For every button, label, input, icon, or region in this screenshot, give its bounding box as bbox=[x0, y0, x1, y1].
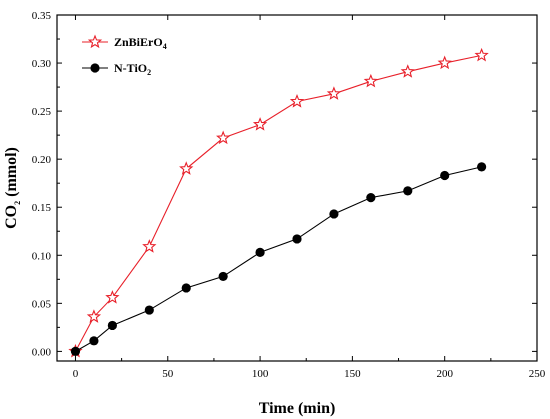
x-ticks: 0 50 100 150 200 250 bbox=[73, 15, 546, 380]
data-point bbox=[105, 290, 120, 304]
data-point bbox=[329, 209, 339, 219]
x-tick-label: 250 bbox=[529, 368, 546, 380]
data-point bbox=[477, 162, 487, 172]
data-point bbox=[179, 161, 194, 175]
data-point bbox=[181, 283, 191, 293]
y-tick-label: 0.15 bbox=[32, 202, 52, 214]
y-tick-label: 0.20 bbox=[32, 154, 52, 166]
series-line bbox=[74, 54, 482, 352]
series-1 bbox=[68, 47, 489, 358]
data-point bbox=[292, 234, 302, 244]
y-axis-title: CO2 (mmol) bbox=[3, 147, 22, 229]
x-tick-label: 150 bbox=[344, 368, 361, 380]
data-point bbox=[70, 346, 81, 356]
data-point bbox=[437, 55, 452, 70]
data-point bbox=[142, 239, 157, 253]
x-tick-label: 100 bbox=[252, 368, 269, 380]
legend-label-main: N-TiO bbox=[114, 61, 147, 75]
data-point bbox=[255, 247, 265, 257]
plot-frame bbox=[56, 14, 538, 362]
data-point bbox=[252, 117, 268, 131]
data-point bbox=[403, 186, 413, 196]
legend: ZnBiErO4 N-TiO2 bbox=[82, 34, 167, 77]
x-axis-title: Time (min) bbox=[259, 400, 336, 417]
data-point bbox=[86, 309, 102, 323]
data-point bbox=[474, 47, 489, 62]
series-layer bbox=[68, 47, 489, 358]
y-tick-label: 0.05 bbox=[32, 298, 52, 310]
data-point bbox=[363, 73, 378, 88]
data-point bbox=[440, 170, 450, 181]
legend-label: ZnBiErO4 bbox=[114, 35, 167, 51]
data-point bbox=[144, 305, 154, 315]
data-point bbox=[400, 64, 415, 78]
y-ticks: 0.00 0.05 0.10 0.15 0.20 0.25 0.30 0.35 bbox=[32, 10, 537, 358]
data-point bbox=[366, 193, 376, 203]
legend-marker bbox=[90, 63, 100, 73]
y-tick-label: 0.10 bbox=[32, 250, 52, 262]
data-point bbox=[218, 271, 228, 282]
y-axis-title-main: CO bbox=[3, 205, 20, 229]
data-point bbox=[89, 336, 99, 346]
legend-label-sub: 4 bbox=[163, 42, 167, 51]
legend-label-main: ZnBiErO bbox=[114, 35, 163, 49]
series-line bbox=[75, 166, 482, 352]
legend-marker bbox=[87, 34, 103, 49]
y-axis-title-rest: (mmol) bbox=[3, 147, 20, 201]
y-tick-label: 0.25 bbox=[32, 106, 52, 118]
axes bbox=[56, 14, 538, 362]
x-tick-label: 200 bbox=[436, 368, 453, 380]
data-point bbox=[107, 320, 117, 331]
y-tick-label: 0.35 bbox=[32, 10, 52, 22]
data-point bbox=[289, 93, 305, 108]
x-tick-label: 50 bbox=[162, 368, 174, 380]
x-tick-label: 0 bbox=[73, 368, 79, 380]
y-tick-label: 0.00 bbox=[32, 346, 52, 358]
legend-label-sub: 2 bbox=[147, 68, 151, 77]
data-point bbox=[216, 130, 231, 145]
series-2 bbox=[70, 162, 487, 356]
data-point bbox=[326, 86, 342, 100]
y-axis-title-sub: 2 bbox=[13, 201, 22, 205]
legend-label: N-TiO2 bbox=[114, 61, 151, 77]
y-tick-label: 0.30 bbox=[32, 58, 52, 70]
